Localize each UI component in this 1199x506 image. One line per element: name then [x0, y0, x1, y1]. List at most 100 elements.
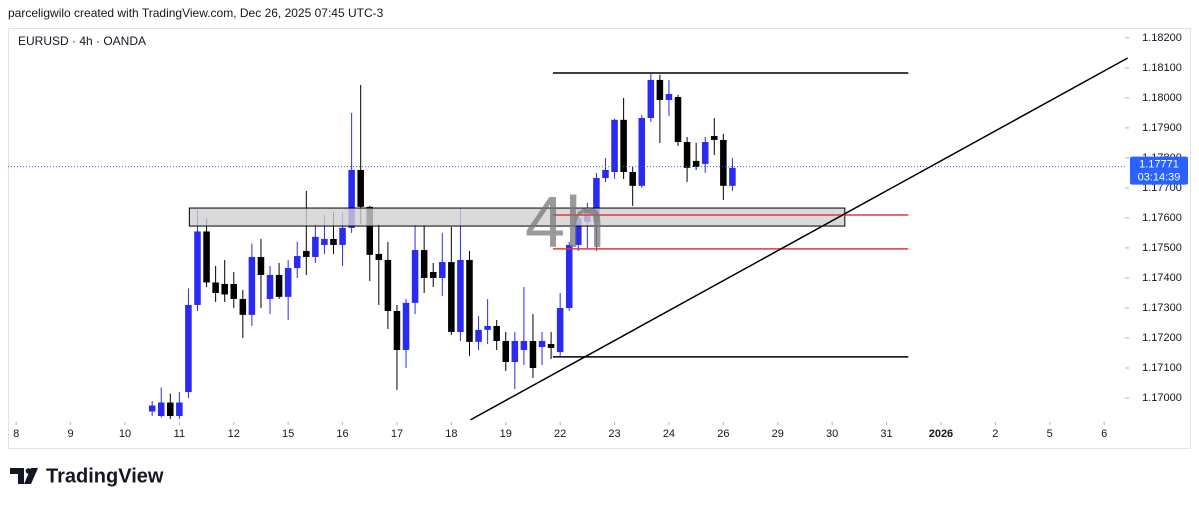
candle-body: [656, 79, 664, 101]
candle-body: [239, 298, 247, 315]
x-tick-label: 5: [1047, 428, 1053, 440]
x-tick-label: 19: [500, 428, 512, 440]
x-tick-label: 16: [336, 428, 348, 440]
candle-body: [221, 283, 228, 295]
candle-body: [393, 310, 401, 350]
x-tick-label: 29: [772, 428, 784, 440]
x-tick-label: 12: [228, 428, 240, 440]
x-tick-label: 2026: [929, 428, 953, 440]
candle-body: [529, 340, 537, 368]
y-tick-label: 1.17600: [1142, 212, 1182, 224]
candle-body: [321, 238, 328, 245]
candle-body: [212, 282, 219, 293]
candle-body: [575, 217, 582, 245]
symbol-title: EURUSD · 4h · OANDA: [18, 34, 146, 48]
candle-body: [167, 402, 174, 416]
x-tick-label: 15: [282, 428, 294, 440]
y-tick-label: 1.17700: [1142, 182, 1182, 194]
x-tick-label: 6: [1101, 428, 1107, 440]
candle-body: [611, 119, 618, 173]
y-tick-label: 1.18000: [1142, 92, 1182, 104]
logo-mark: [24, 468, 38, 484]
candle-body: [720, 139, 727, 186]
chart-frame: [8, 28, 1191, 449]
candle-body: [293, 256, 301, 269]
x-tick-label: 18: [445, 428, 457, 440]
x-tick-label: 2: [992, 428, 998, 440]
y-tick-label: 1.17000: [1142, 392, 1182, 404]
candle-body: [266, 274, 274, 299]
drawn-line: [470, 57, 1129, 421]
candle-body: [411, 250, 419, 303]
y-tick-label: 1.17200: [1142, 332, 1182, 344]
candle-body: [511, 340, 519, 362]
candle-body: [565, 244, 573, 308]
candle-body: [556, 307, 564, 353]
candle-body: [148, 405, 156, 412]
candle-body: [484, 325, 491, 330]
candle-body: [348, 169, 355, 228]
x-tick-label: 24: [663, 428, 675, 440]
candle-body: [593, 178, 600, 222]
x-tick-label: 26: [717, 428, 729, 440]
candle-body: [230, 283, 238, 299]
candle-body: [176, 402, 183, 416]
candle-body: [638, 118, 646, 186]
zone: [188, 207, 846, 227]
candle-body: [466, 259, 473, 342]
countdown: 03:14:39: [1138, 172, 1181, 184]
candle-body: [257, 256, 265, 275]
x-tick-label: 17: [391, 428, 403, 440]
candle-body: [439, 262, 446, 278]
candle-body: [620, 119, 627, 173]
logo: TradingView: [10, 465, 164, 487]
candle-body: [448, 262, 455, 332]
candle-body: [375, 253, 383, 260]
last-price-box: [1130, 156, 1188, 185]
candle-body: [692, 160, 700, 167]
y-tick-label: 1.17500: [1142, 242, 1182, 254]
y-tick-label: 1.18100: [1142, 62, 1182, 74]
y-tick-label: 1.17100: [1142, 362, 1182, 374]
candle-body: [248, 256, 256, 315]
x-tick-label: 11: [174, 428, 185, 440]
candle-body: [357, 169, 364, 207]
last-price-label: 1.17771: [1139, 159, 1179, 171]
candle-body: [157, 402, 165, 416]
candle-body: [602, 169, 609, 179]
candle-body: [194, 231, 201, 305]
candle-body: [665, 94, 673, 101]
candle-body: [729, 167, 736, 186]
x-tick-label: 30: [826, 428, 838, 440]
candle-body: [312, 236, 319, 257]
candle-body: [502, 340, 510, 362]
y-tick-label: 1.18200: [1142, 32, 1182, 44]
candle-body: [429, 271, 437, 278]
candle-body: [520, 340, 528, 350]
candle-body: [547, 343, 555, 348]
candle-body: [493, 325, 500, 341]
candle-body: [629, 172, 636, 186]
x-tick-label: 8: [13, 428, 19, 440]
candle-body: [185, 304, 192, 392]
x-tick-label: 22: [554, 428, 566, 440]
candle-body: [538, 340, 546, 347]
candle-body: [339, 227, 346, 245]
candle-body: [384, 259, 392, 311]
candle-body: [284, 268, 292, 297]
candle-body: [420, 250, 428, 278]
x-tick-label: 10: [119, 428, 131, 440]
candle-body: [457, 259, 464, 332]
plot: 1.182001.181001.180001.179001.178001.177…: [8, 32, 1188, 440]
candle-body: [275, 274, 283, 297]
x-tick-label: 9: [67, 428, 73, 440]
candle-body: [674, 97, 682, 143]
candle-body: [330, 238, 337, 245]
candle-body: [303, 250, 310, 257]
candle-body: [701, 142, 709, 164]
candle-body: [475, 329, 482, 342]
y-tick-label: 1.17900: [1142, 122, 1182, 134]
candle-body: [647, 79, 655, 119]
